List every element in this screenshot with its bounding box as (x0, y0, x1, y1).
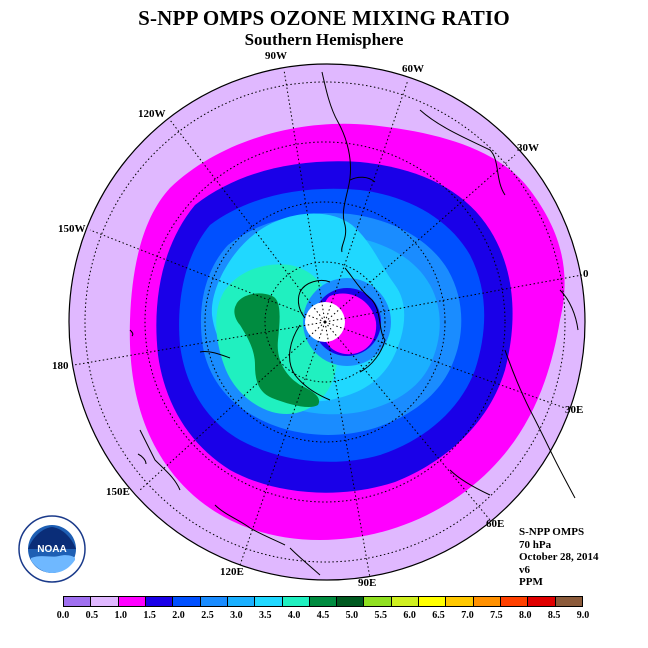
lon-150w: 150W (58, 223, 86, 235)
legend-swatch-8 (282, 597, 310, 606)
legend-swatch-2 (118, 597, 146, 606)
color-scale-bar (63, 596, 583, 607)
lon-120e: 120E (220, 566, 244, 578)
page-title: S-NPP OMPS OZONE MIXING RATIO (138, 6, 510, 30)
legend-tick: 6.5 (432, 610, 445, 621)
legend-tick: 4.0 (287, 610, 301, 621)
lon-180: 180 (52, 360, 69, 372)
product-info: S-NPP OMPS 70 hPa October 28, 2014 v6 PP… (519, 526, 599, 589)
legend-swatch-3 (145, 597, 174, 606)
band-4-5 (234, 293, 320, 408)
legend-swatch-14 (446, 597, 474, 606)
instrument-label: S-NPP OMPS (519, 526, 585, 538)
legend-swatch-9 (309, 597, 338, 606)
legend-swatch-7 (255, 597, 283, 606)
map-disk-border (68, 63, 586, 581)
lon-90w: 90W (265, 50, 287, 62)
version-label: v6 (519, 563, 530, 576)
lon-60w: 60W (402, 63, 424, 75)
legend-tick: 0.0 (56, 610, 70, 621)
legend-swatch-6 (227, 597, 256, 606)
page-subtitle: Southern Hemisphere (244, 30, 404, 49)
noaa-logo-text: NOAA (37, 544, 66, 555)
legend-tick: 8.5 (547, 610, 561, 621)
noaa-logo: NOAA (18, 515, 86, 583)
legend-swatch-16 (501, 597, 529, 606)
legend-tick: 3.5 (258, 610, 272, 621)
legend-tick: 2.0 (172, 610, 185, 621)
legend-tick: 5.5 (374, 610, 388, 621)
legend-swatch-18 (555, 597, 582, 606)
lon-90e: 90E (358, 577, 377, 589)
lon-60e: 60E (486, 518, 505, 530)
legend-swatch-4 (173, 597, 201, 606)
legend-tick: 9.0 (576, 610, 590, 621)
legend-tick: 1.5 (143, 610, 156, 621)
legend-tick: 1.0 (114, 610, 128, 621)
legend-swatch-13 (419, 597, 447, 606)
lon-30e: 30E (565, 404, 584, 416)
legend-swatch-1 (91, 597, 119, 606)
legend-swatch-17 (528, 597, 556, 606)
legend-tick: 8.0 (518, 610, 532, 621)
legend-tick: 2.5 (201, 610, 214, 621)
legend-swatch-15 (473, 597, 501, 606)
legend-swatch-5 (200, 597, 228, 606)
coastlines (129, 71, 579, 576)
lon-120w: 120W (138, 108, 166, 120)
legend-tick: 7.0 (461, 610, 474, 621)
legend-tick: 0.5 (85, 610, 99, 621)
legend-tick: 7.5 (490, 610, 503, 621)
lon-0: 0 (583, 268, 589, 280)
legend-swatch-10 (337, 597, 365, 606)
lon-150e: 150E (106, 486, 130, 498)
legend-tick: 3.0 (230, 610, 243, 621)
date-label: October 28, 2014 (519, 551, 599, 563)
graticule (73, 69, 583, 579)
lon-30w: 30W (517, 142, 539, 154)
ozone-contours (69, 64, 585, 580)
legend-tick: 4.5 (316, 610, 330, 621)
legend-swatch-11 (364, 597, 392, 606)
pressure-level-label: 70 hPa (519, 538, 552, 551)
legend-tick: 5.0 (345, 610, 359, 621)
legend-swatch-0 (64, 597, 92, 606)
units-label: PPM (519, 576, 543, 588)
legend-swatch-12 (391, 597, 420, 606)
legend-tick: 6.0 (403, 610, 416, 621)
